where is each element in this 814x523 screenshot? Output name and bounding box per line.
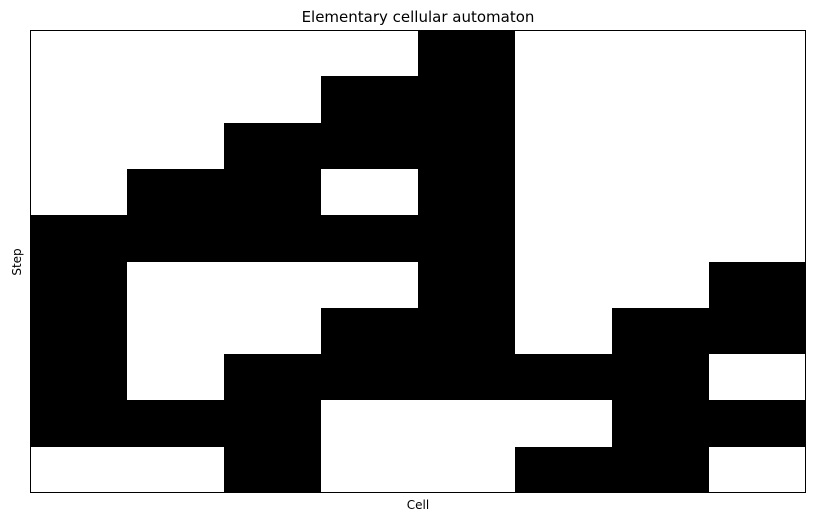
cell-off-r1-c0 bbox=[30, 76, 127, 123]
cell-on-r9-c2 bbox=[224, 447, 321, 493]
cell-on-r8-c7 bbox=[709, 400, 806, 447]
cell-on-r0-c4 bbox=[418, 30, 515, 76]
cell-on-r6-c6 bbox=[612, 308, 709, 354]
cell-on-r6-c0 bbox=[30, 308, 127, 354]
cell-on-r7-c4 bbox=[418, 354, 515, 400]
cell-on-r8-c0 bbox=[30, 400, 127, 447]
cell-off-r0-c6 bbox=[612, 30, 709, 76]
chart-title: Elementary cellular automaton bbox=[301, 8, 535, 26]
cell-on-r4-c3 bbox=[321, 215, 418, 262]
cell-on-r2-c3 bbox=[321, 123, 418, 169]
cell-on-r7-c6 bbox=[612, 354, 709, 400]
cell-on-r8-c1 bbox=[127, 400, 224, 447]
cell-off-r0-c5 bbox=[515, 30, 612, 76]
cell-on-r8-c6 bbox=[612, 400, 709, 447]
cell-on-r5-c7 bbox=[709, 262, 806, 308]
cell-off-r0-c3 bbox=[321, 30, 418, 76]
cell-off-r3-c5 bbox=[515, 169, 612, 215]
cell-off-r6-c2 bbox=[224, 308, 321, 354]
cell-off-r2-c1 bbox=[127, 123, 224, 169]
cell-on-r1-c3 bbox=[321, 76, 418, 123]
cell-on-r2-c4 bbox=[418, 123, 515, 169]
cell-on-r7-c3 bbox=[321, 354, 418, 400]
cell-off-r0-c7 bbox=[709, 30, 806, 76]
cell-on-r1-c4 bbox=[418, 76, 515, 123]
cell-on-r6-c4 bbox=[418, 308, 515, 354]
cell-off-r9-c1 bbox=[127, 447, 224, 493]
cell-off-r2-c0 bbox=[30, 123, 127, 169]
cell-off-r0-c1 bbox=[127, 30, 224, 76]
cell-on-r3-c1 bbox=[127, 169, 224, 215]
cell-off-r5-c6 bbox=[612, 262, 709, 308]
cell-off-r1-c2 bbox=[224, 76, 321, 123]
cell-on-r5-c4 bbox=[418, 262, 515, 308]
cell-on-r2-c2 bbox=[224, 123, 321, 169]
cell-off-r1-c7 bbox=[709, 76, 806, 123]
cell-off-r7-c7 bbox=[709, 354, 806, 400]
cell-off-r8-c4 bbox=[418, 400, 515, 447]
cell-off-r9-c0 bbox=[30, 447, 127, 493]
cell-off-r3-c7 bbox=[709, 169, 806, 215]
cell-on-r4-c4 bbox=[418, 215, 515, 262]
cell-off-r5-c1 bbox=[127, 262, 224, 308]
x-axis-label: Cell bbox=[406, 498, 430, 512]
cell-off-r6-c1 bbox=[127, 308, 224, 354]
cell-off-r3-c0 bbox=[30, 169, 127, 215]
cell-off-r0-c0 bbox=[30, 30, 127, 76]
cell-off-r9-c7 bbox=[709, 447, 806, 493]
cell-off-r4-c5 bbox=[515, 215, 612, 262]
cell-on-r4-c0 bbox=[30, 215, 127, 262]
cell-off-r9-c3 bbox=[321, 447, 418, 493]
cell-off-r0-c2 bbox=[224, 30, 321, 76]
cell-off-r8-c5 bbox=[515, 400, 612, 447]
cell-on-r5-c0 bbox=[30, 262, 127, 308]
cell-off-r5-c5 bbox=[515, 262, 612, 308]
cell-off-r4-c6 bbox=[612, 215, 709, 262]
cell-grid bbox=[30, 30, 806, 493]
cell-off-r5-c3 bbox=[321, 262, 418, 308]
cell-off-r7-c1 bbox=[127, 354, 224, 400]
cell-on-r6-c7 bbox=[709, 308, 806, 354]
cell-off-r3-c3 bbox=[321, 169, 418, 215]
cell-on-r9-c5 bbox=[515, 447, 612, 493]
cell-on-r9-c6 bbox=[612, 447, 709, 493]
cell-off-r1-c6 bbox=[612, 76, 709, 123]
cell-off-r8-c3 bbox=[321, 400, 418, 447]
cell-on-r7-c5 bbox=[515, 354, 612, 400]
cell-off-r2-c7 bbox=[709, 123, 806, 169]
cell-off-r9-c4 bbox=[418, 447, 515, 493]
cell-on-r4-c1 bbox=[127, 215, 224, 262]
cell-on-r4-c2 bbox=[224, 215, 321, 262]
cell-off-r2-c5 bbox=[515, 123, 612, 169]
cell-on-r7-c0 bbox=[30, 354, 127, 400]
cell-off-r4-c7 bbox=[709, 215, 806, 262]
cell-on-r8-c2 bbox=[224, 400, 321, 447]
cell-off-r1-c5 bbox=[515, 76, 612, 123]
cell-off-r3-c6 bbox=[612, 169, 709, 215]
cell-on-r7-c2 bbox=[224, 354, 321, 400]
cell-off-r6-c5 bbox=[515, 308, 612, 354]
cell-on-r6-c3 bbox=[321, 308, 418, 354]
cell-off-r5-c2 bbox=[224, 262, 321, 308]
cell-on-r3-c4 bbox=[418, 169, 515, 215]
cell-off-r2-c6 bbox=[612, 123, 709, 169]
cell-on-r3-c2 bbox=[224, 169, 321, 215]
plot-frame bbox=[30, 30, 806, 493]
cell-off-r1-c1 bbox=[127, 76, 224, 123]
